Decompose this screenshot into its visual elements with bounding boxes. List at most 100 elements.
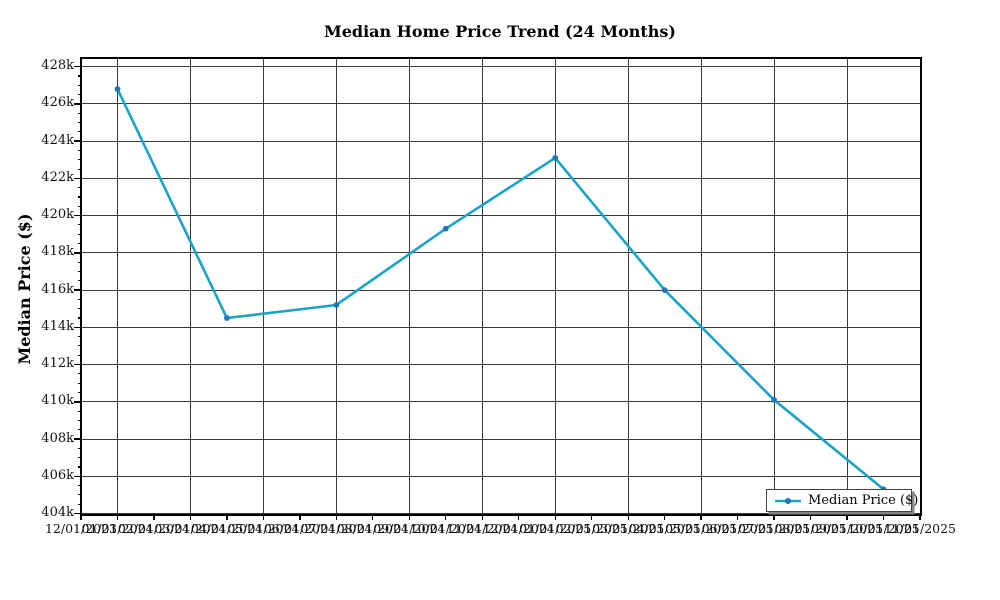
x-tick-label: 11/01/2024 [446, 521, 519, 536]
y-minor-tick [77, 159, 81, 161]
x-tick-label: 10/01/2025 [847, 521, 920, 536]
legend-line-marker-icon [775, 497, 801, 504]
y-tick [74, 326, 81, 329]
x-tick [736, 515, 739, 520]
x-tick-label: 08/01/2024 [336, 521, 409, 536]
y-minor-tick [77, 447, 81, 449]
x-tick-label: 12/01/2024 [482, 521, 555, 536]
y-minor-tick [77, 168, 81, 170]
y-minor-tick [77, 121, 81, 124]
y-tick [74, 363, 81, 366]
x-tick [116, 515, 119, 520]
y-minor-tick [77, 94, 81, 96]
y-tick [74, 140, 81, 142]
x-tick [664, 515, 666, 520]
y-gridline [82, 66, 920, 68]
y-minor-tick [77, 419, 81, 421]
y-tick-label: 410k [41, 393, 74, 409]
y-tick [74, 65, 81, 68]
y-tick-label: 404k [41, 505, 74, 520]
x-tick [153, 515, 155, 520]
y-tick-label: 418k [41, 244, 74, 260]
x-tick-label: 05/01/2025 [665, 521, 738, 536]
y-minor-tick [77, 336, 81, 338]
x-tick-label: 06/01/2024 [263, 521, 336, 536]
x-tick-label: 02/01/2025 [555, 521, 628, 536]
x-tick-label: 01/01/2024 [81, 521, 154, 536]
x-tick [591, 515, 593, 520]
y-minor-tick [77, 224, 81, 226]
x-tick-label: 05/01/2024 [227, 521, 300, 536]
y-gridline [82, 513, 920, 514]
x-tick [627, 515, 629, 520]
x-tick [445, 515, 447, 520]
x-tick [554, 515, 556, 520]
x-tick-label: 03/01/2024 [154, 521, 227, 536]
y-minor-tick [77, 149, 81, 151]
y-tick-label: 424k [41, 132, 74, 148]
y-tick [74, 289, 81, 291]
x-tick-label: 04/01/2025 [628, 521, 701, 536]
y-minor-tick [77, 503, 81, 505]
y-tick-label: 420k [41, 207, 74, 223]
x-tick [919, 515, 921, 520]
y-tick-label: 412k [41, 356, 74, 372]
y-tick [74, 214, 81, 217]
x-tick [335, 515, 337, 520]
x-tick [408, 515, 410, 520]
y-tick [74, 103, 81, 105]
chart-title: Median Home Price Trend (24 Months) [324, 22, 676, 41]
y-minor-tick [77, 280, 81, 282]
x-tick-label: 07/01/2024 [300, 521, 373, 536]
x-tick [518, 515, 520, 520]
x-tick [773, 515, 775, 520]
x-tick [80, 515, 82, 520]
y-minor-tick [77, 308, 81, 310]
y-minor-tick [77, 298, 81, 300]
y-tick [74, 252, 81, 254]
y-minor-tick [77, 466, 81, 468]
x-tick-label: 06/01/2025 [701, 521, 774, 536]
x-tick-label: 09/01/2024 [373, 521, 446, 536]
y-minor-tick [77, 429, 81, 431]
y-minor-tick [77, 494, 81, 496]
x-tick [372, 515, 374, 520]
x-tick-label: 08/01/2025 [774, 521, 847, 536]
x-tick [481, 515, 483, 520]
x-tick-label: 11/01/2025 [883, 521, 957, 536]
x-tick [226, 515, 228, 520]
y-minor-tick [77, 187, 81, 189]
legend-label: Median Price ($) [808, 493, 919, 508]
y-minor-tick [77, 75, 81, 77]
y-minor-tick [77, 270, 81, 273]
x-tick [189, 515, 192, 520]
y-minor-tick [77, 410, 81, 412]
plot-border [80, 57, 922, 516]
y-minor-tick [77, 205, 81, 207]
x-tick [809, 515, 812, 520]
y-minor-tick [77, 391, 81, 394]
y-minor-tick [77, 373, 81, 375]
y-tick-label: 408k [41, 430, 74, 446]
y-tick [74, 475, 81, 478]
x-tick [700, 515, 702, 520]
y-tick-label: 426k [41, 95, 74, 111]
y-minor-tick [77, 112, 81, 114]
x-tick [882, 515, 885, 520]
y-minor-tick [77, 354, 81, 356]
x-tick-label: 12/01/2023 [44, 521, 118, 536]
y-tick-label: 428k [41, 58, 74, 74]
y-tick [74, 512, 81, 515]
x-tick [846, 515, 848, 520]
y-minor-tick [77, 457, 81, 459]
x-tick-label: 07/01/2025 [738, 521, 811, 536]
y-minor-tick [77, 485, 81, 487]
y-minor-tick [77, 84, 81, 86]
y-tick-label: 414k [41, 318, 74, 334]
y-tick-label: 416k [41, 281, 74, 297]
y-minor-tick [77, 382, 81, 384]
x-tick-label: 09/01/2025 [811, 521, 884, 536]
x-tick-label: 03/01/2025 [592, 521, 665, 536]
x-tick-label: 02/01/2024 [117, 521, 190, 536]
y-tick [74, 177, 81, 180]
